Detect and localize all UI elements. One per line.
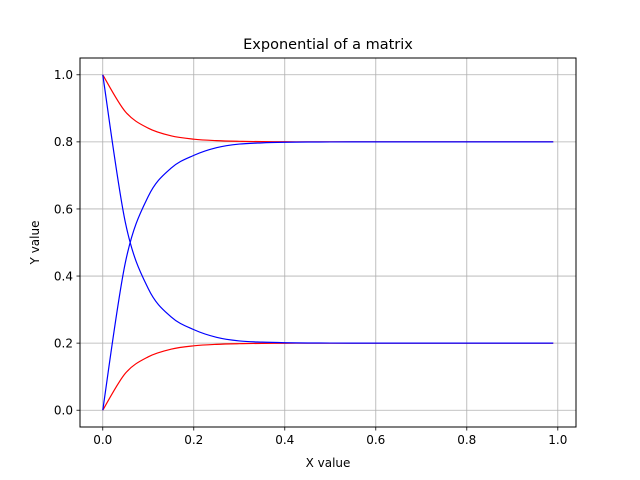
y-tick-label: 0.8 [54, 135, 73, 149]
y-tick-label: 0.6 [54, 202, 73, 216]
grid-lines [80, 58, 576, 427]
x-tick-label: 0.6 [366, 433, 385, 447]
plot-lines [102, 74, 554, 411]
x-axis-label: X value [306, 456, 351, 470]
x-tick-label: 0.0 [93, 433, 112, 447]
series-line-4 [102, 74, 554, 344]
x-tick-label: 0.2 [184, 433, 203, 447]
y-tick-label: 0.0 [54, 404, 73, 418]
chart-title: Exponential of a matrix [243, 37, 413, 53]
series-line-3 [102, 141, 554, 411]
axis-ticks: 0.0 0.2 0.4 0.6 0.8 1.0 0.0 0.2 0.4 0.6 0.8 1.0 [54, 68, 567, 447]
x-tick-label: 1.0 [548, 433, 567, 447]
y-axis-label: Y value [28, 221, 42, 266]
plot-frame [79, 57, 577, 428]
y-tick-label: 0.4 [54, 269, 73, 283]
y-tick-label: 1.0 [54, 68, 73, 82]
x-tick-label: 0.4 [275, 433, 294, 447]
y-tick-label: 0.2 [54, 336, 73, 350]
x-tick-label: 0.8 [457, 433, 476, 447]
